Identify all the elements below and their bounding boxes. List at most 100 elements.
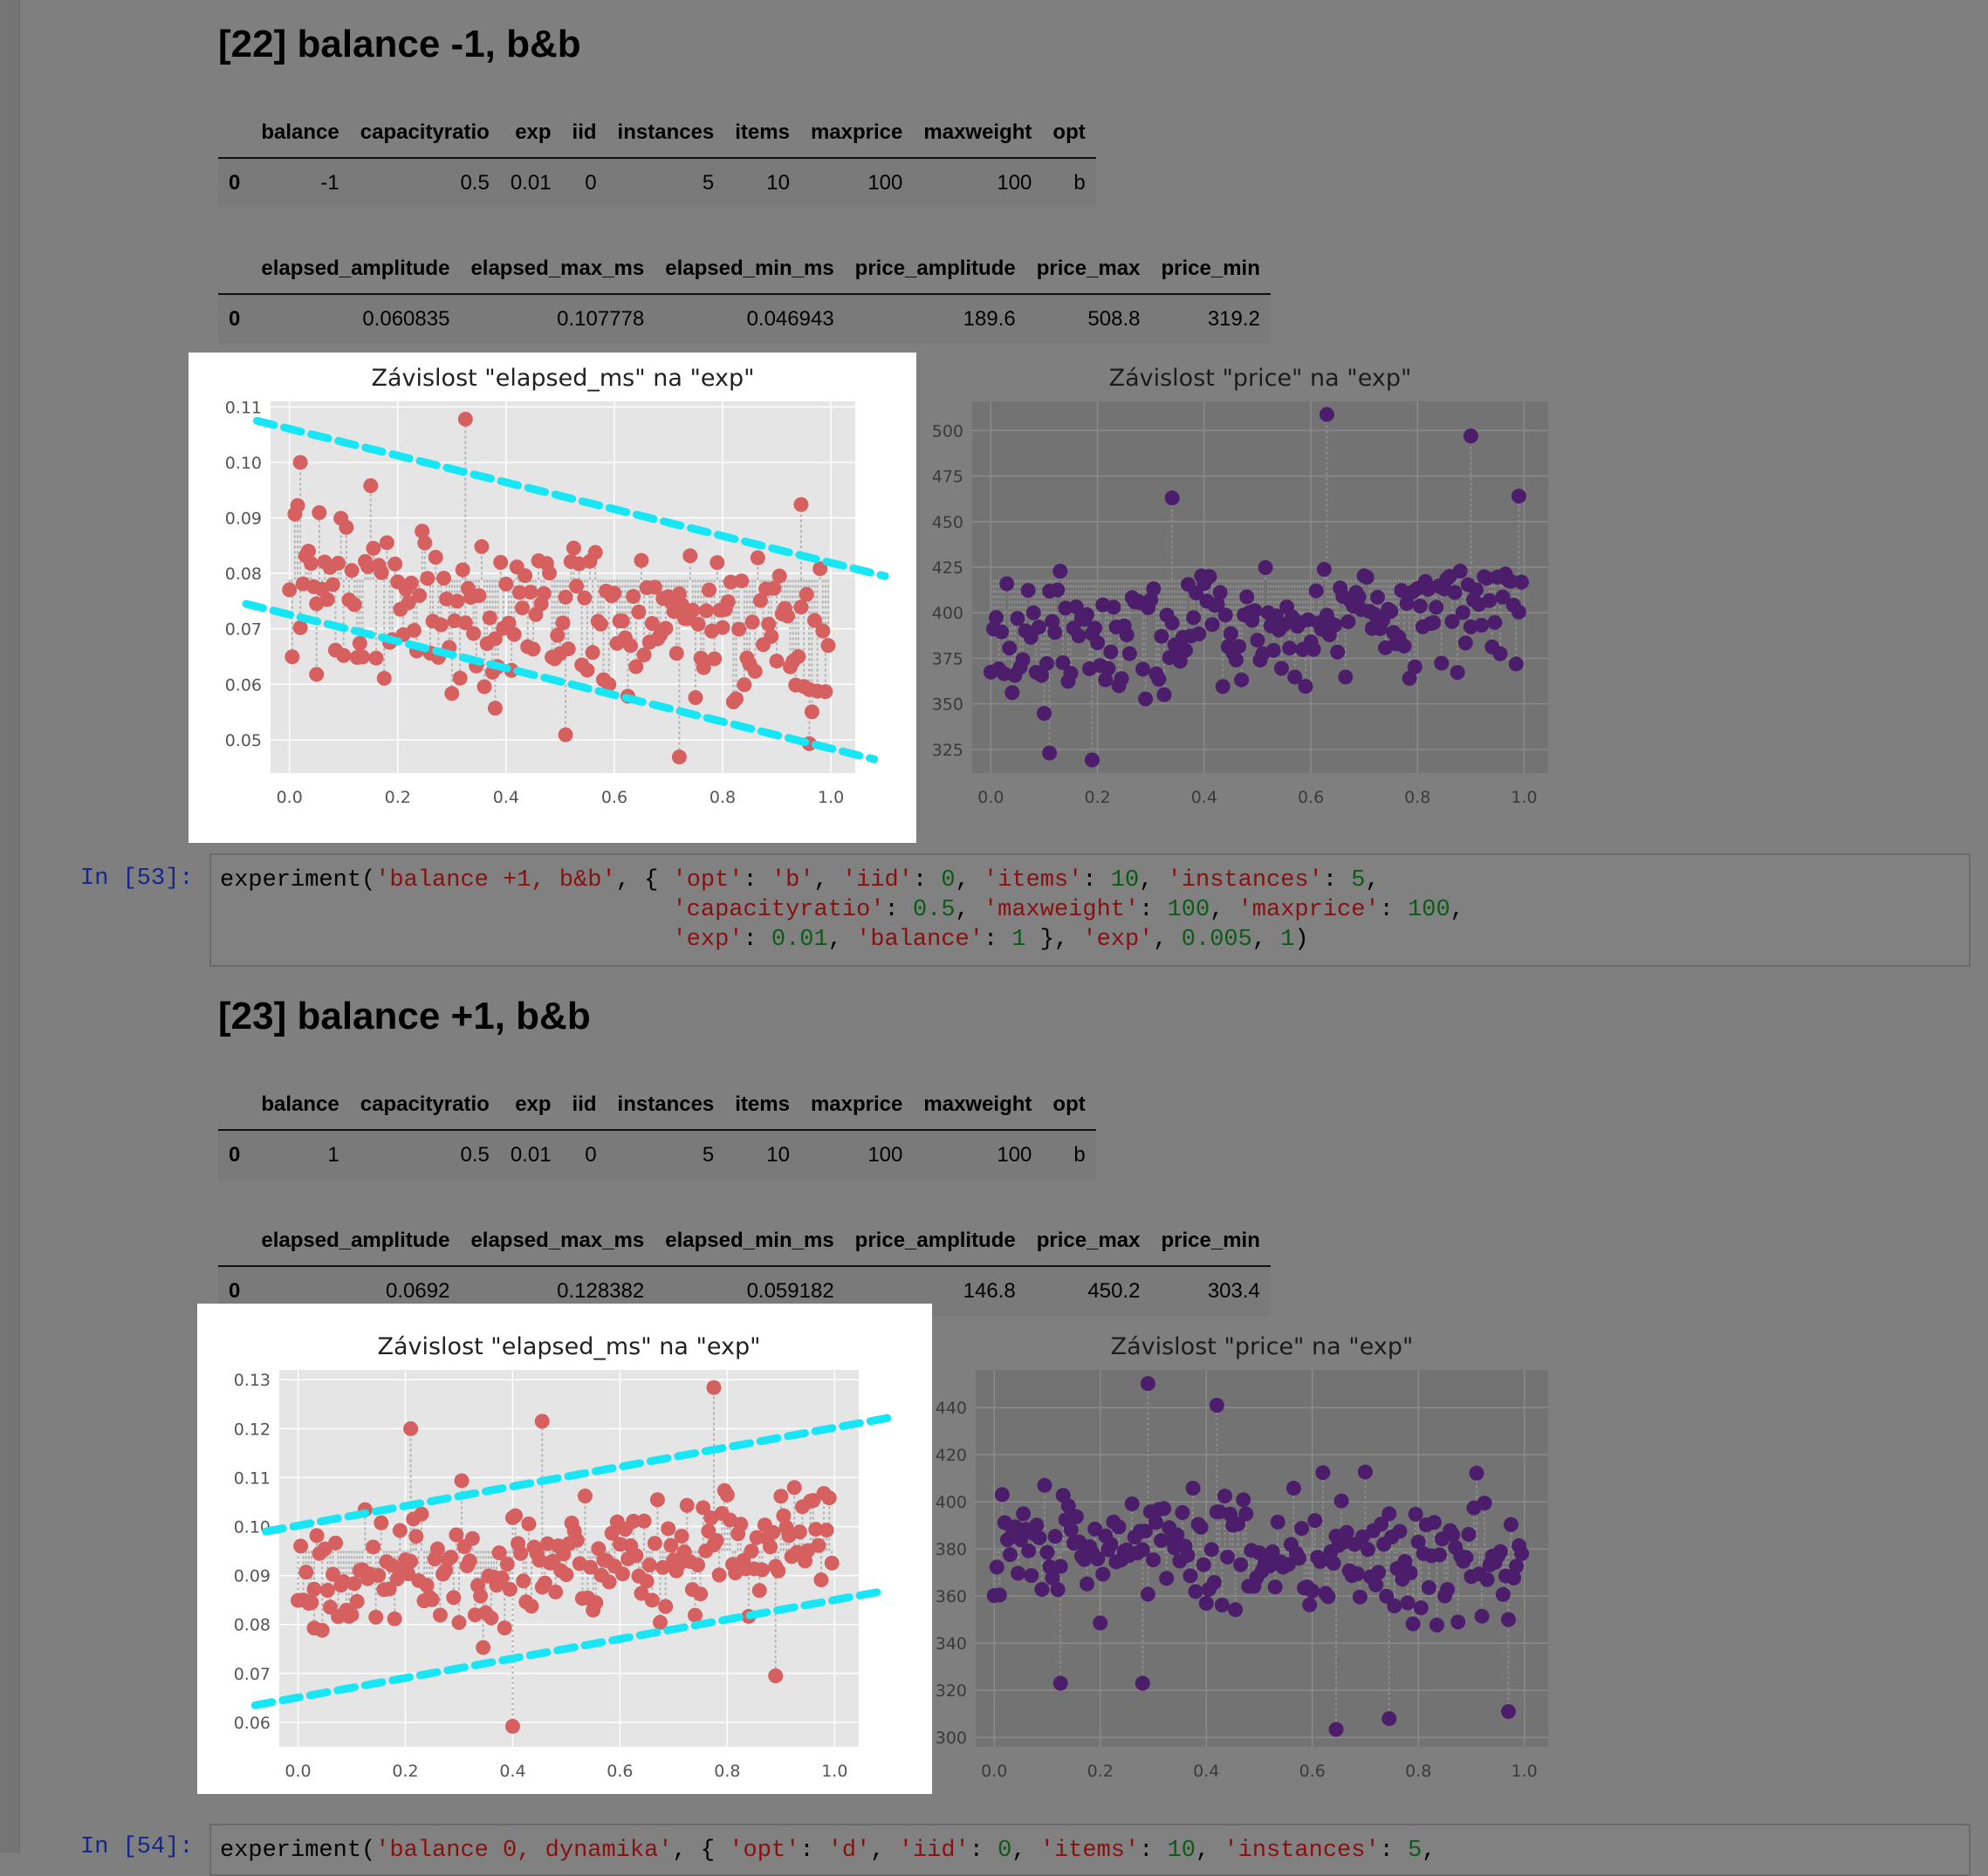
data-point — [1320, 1589, 1336, 1605]
table-row: 0 -1 0.5 0.01 0 5 10 100 100 b — [218, 158, 1096, 208]
y-tick-label: 425 — [932, 558, 963, 578]
data-point — [1223, 626, 1238, 641]
column-header: items — [724, 108, 800, 159]
data-point — [521, 1516, 537, 1531]
data-point — [392, 1523, 408, 1538]
data-point — [381, 1581, 397, 1597]
data-point — [1426, 615, 1442, 631]
data-point — [737, 677, 752, 693]
data-point — [1212, 585, 1228, 600]
data-point — [1231, 639, 1247, 654]
data-point — [706, 1380, 722, 1395]
data-point — [720, 594, 736, 610]
data-point — [1098, 672, 1114, 688]
data-point — [1114, 671, 1129, 687]
data-point — [1381, 1711, 1397, 1727]
data-point — [558, 589, 573, 605]
data-point — [1121, 646, 1137, 661]
data-point — [1307, 1513, 1323, 1529]
data-point — [1492, 1544, 1508, 1559]
data-point — [585, 645, 600, 661]
code-cell-54[interactable]: experiment('balance 0, dynamika', { 'opt… — [209, 1824, 1971, 1876]
data-point — [498, 576, 514, 592]
data-point — [663, 1537, 679, 1553]
elapsed-plot-22: 0.0 0.2 0.4 0.6 0.8 1.0 0.05 0.06 0.07 0.08 0.09 0.… — [189, 353, 916, 843]
x-tick-label: 0.0 — [977, 788, 1004, 807]
data-point — [1185, 1480, 1201, 1496]
elapsed-ms-chart-svg: 0.0 0.2 0.4 0.6 0.8 1.0 0.05 0.06 0.07 0.08 0.09 0.… — [189, 353, 916, 843]
code-cell-53[interactable]: experiment('balance +1, b&b', { 'opt': '… — [209, 853, 1971, 967]
table-header-row: balance capacityratio exp iid instances … — [218, 1080, 1096, 1131]
data-point — [1063, 666, 1079, 681]
data-point — [1080, 1576, 1095, 1592]
x-tick-label: 0.4 — [1191, 788, 1217, 807]
data-point — [319, 1583, 335, 1599]
x-tick-label: 0.8 — [714, 1762, 740, 1781]
notebook-left-gutter — [0, 0, 20, 1853]
data-point — [455, 562, 470, 578]
data-point — [647, 579, 662, 595]
data-point — [1270, 1514, 1285, 1530]
y-tick-label: 0.08 — [234, 1616, 271, 1635]
y-tick-label: 350 — [932, 695, 963, 715]
data-point — [674, 1529, 689, 1544]
x-tick-label: 0.6 — [601, 788, 627, 807]
data-point — [583, 1559, 599, 1575]
y-tick-label: 0.10 — [225, 454, 262, 473]
trend-line — [250, 1588, 882, 1709]
data-point — [471, 588, 487, 604]
column-header: opt — [1042, 108, 1096, 159]
data-point — [634, 1585, 649, 1601]
data-point — [419, 1578, 435, 1593]
data-point — [1016, 1506, 1032, 1522]
x-tick-label: 1.0 — [821, 1762, 847, 1781]
data-point — [292, 455, 308, 470]
y-tick-label: 320 — [936, 1681, 967, 1701]
column-header: maxprice — [799, 1080, 914, 1131]
data-point — [1148, 1515, 1164, 1530]
data-point — [518, 568, 533, 584]
table-cell: 100 — [867, 171, 903, 195]
data-point — [354, 649, 370, 665]
data-point — [634, 552, 649, 568]
column-header: price_max — [1025, 1216, 1151, 1267]
y-tick-label: 360 — [936, 1587, 967, 1606]
table-cell: b — [1073, 1143, 1086, 1167]
data-point — [368, 650, 384, 666]
data-point — [491, 1545, 507, 1561]
data-point — [473, 1588, 489, 1604]
data-point — [682, 548, 698, 564]
data-point — [1100, 661, 1116, 676]
data-point — [504, 1718, 520, 1734]
data-point — [282, 582, 298, 598]
data-point — [1039, 655, 1055, 671]
x-tick-label: 1.0 — [818, 788, 844, 807]
data-point — [994, 1487, 1010, 1503]
data-point — [658, 620, 674, 636]
data-point — [366, 540, 381, 556]
column-header: price_max — [1025, 244, 1151, 295]
data-point — [1228, 1602, 1244, 1618]
code-editor-53[interactable]: experiment('balance +1, b&b', { 'opt': '… — [220, 867, 1464, 953]
data-point — [1032, 1530, 1047, 1545]
data-point — [1508, 656, 1524, 672]
data-point — [346, 1576, 362, 1592]
code-editor-54[interactable]: experiment('balance 0, dynamika', { 'opt… — [220, 1838, 1436, 1864]
data-point — [1474, 617, 1490, 633]
chart-title: Závislost "elapsed_ms" na "exp" — [377, 1333, 760, 1360]
data-point — [432, 1607, 448, 1623]
data-point — [1145, 1552, 1161, 1568]
chart-title: Závislost "price" na "exp" — [1109, 365, 1412, 392]
data-point — [466, 626, 482, 641]
data-point — [487, 701, 503, 716]
column-header: maxweight — [913, 108, 1043, 159]
data-point — [989, 1559, 1004, 1575]
data-point — [1387, 1599, 1402, 1614]
data-point — [523, 585, 538, 600]
data-point — [1458, 1550, 1474, 1565]
table-cell: 0.01 — [510, 171, 552, 195]
row-index: 0 — [229, 171, 241, 195]
y-tick-label: 0.07 — [225, 620, 262, 640]
data-point — [1037, 1477, 1052, 1493]
data-point — [711, 1567, 727, 1583]
